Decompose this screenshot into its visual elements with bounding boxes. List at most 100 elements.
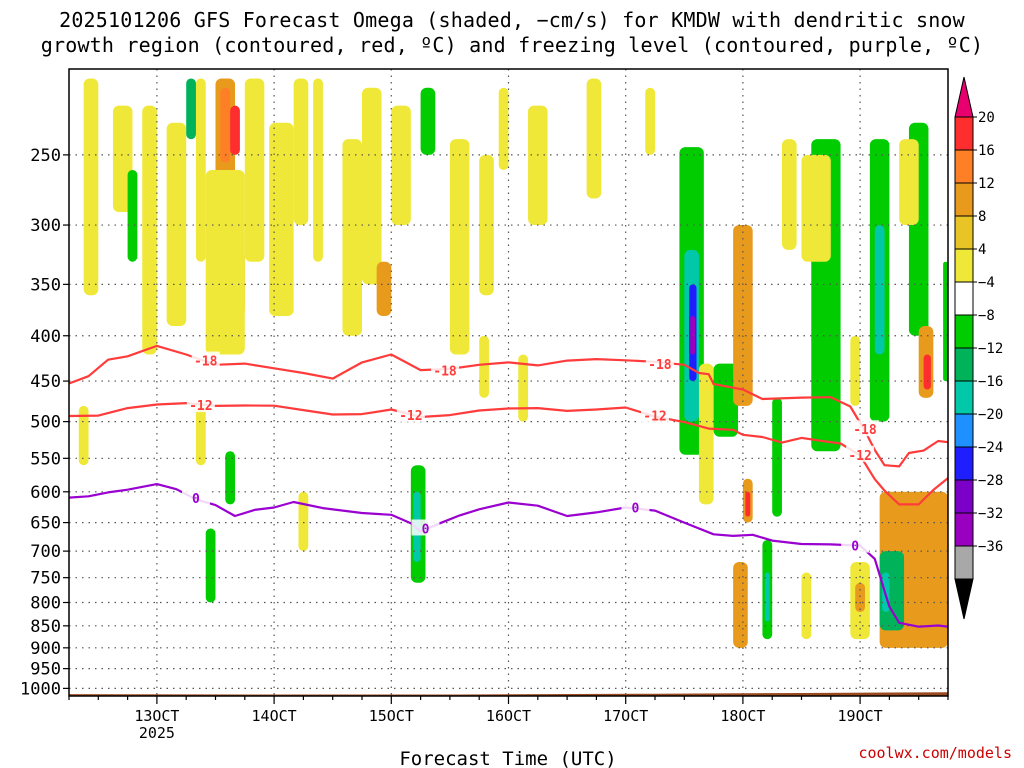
x-tick-label: 17OCT [603, 707, 648, 725]
omega-cell [313, 78, 323, 262]
omega-cell [645, 87, 655, 155]
x-tick-label: 14OCT [252, 707, 297, 725]
colorbar-swatch [954, 446, 974, 481]
colorbar-label: 8 [978, 209, 986, 225]
omega-cell [166, 122, 187, 327]
colorbar-label: 12 [978, 176, 995, 192]
contour-label-bg [850, 420, 879, 437]
y-tick-label: 400 [30, 327, 61, 347]
colorbar-swatch [954, 512, 974, 547]
omega-cell [220, 87, 231, 163]
dendritic-upper-label: -18 [648, 358, 672, 373]
omega-shading [78, 78, 948, 648]
contour-label-bg [191, 351, 220, 368]
omega-cell [850, 335, 861, 406]
omega-cell [195, 78, 206, 262]
x-year-label: 2025 [139, 724, 175, 742]
credit-link[interactable]: coolwx.com/models [858, 744, 1012, 762]
y-tick-label: 650 [30, 514, 61, 534]
dendritic-lower-label: -12 [189, 399, 212, 414]
omega-cell [293, 78, 309, 226]
y-tick-label: 750 [30, 569, 61, 589]
omega-cell [342, 139, 362, 336]
omega-cell [479, 335, 489, 398]
contour-label-bg [846, 445, 875, 462]
colorbar-swatch [954, 182, 974, 217]
dendritic-upper-label: -18 [853, 423, 877, 438]
colorbar-swatch [954, 116, 974, 151]
omega-cell [772, 397, 782, 517]
freezing-level-label: 0 [422, 522, 430, 537]
omega-cell [690, 316, 696, 355]
omega-cell [449, 139, 470, 355]
contour-label-bg [396, 405, 425, 422]
colorbar-swatch [954, 347, 974, 382]
colorbar-swatch [954, 314, 974, 349]
chart-title-line-1: 2025101206 GFS Forecast Omega (shaded, −… [59, 8, 965, 32]
colorbar-label: −36 [978, 539, 1003, 555]
omega-cell [899, 139, 919, 226]
colorbar-label: 20 [978, 110, 995, 126]
omega-cell [943, 261, 948, 382]
omega-cell [874, 225, 885, 355]
omega-cell [205, 528, 216, 603]
omega-cell [362, 87, 382, 285]
colorbar-swatch [954, 380, 974, 415]
omega-cell [733, 561, 748, 648]
x-tick-label: 19OCT [838, 707, 883, 725]
colorbar-arrow-top [954, 76, 974, 118]
omega-cell [479, 154, 494, 296]
omega-cell [391, 105, 411, 226]
colorbar-label: −12 [978, 341, 1003, 357]
contour-label-bg [181, 489, 210, 506]
omega-cell [376, 261, 392, 317]
chart-title-line-2: growth region (contoured, red, ºC) and f… [40, 33, 984, 57]
x-tick-label: 15OCT [369, 707, 414, 725]
x-tick-label: 13OCT [134, 707, 179, 725]
colorbar-label: −28 [978, 473, 1003, 489]
y-tick-label: 600 [30, 483, 61, 503]
omega-cell [498, 87, 509, 170]
colorbar-swatch [954, 479, 974, 514]
colorbar-label: −16 [978, 374, 1003, 390]
omega-cell [745, 491, 751, 517]
contour-label-bg [645, 354, 674, 371]
colorbar-label: −8 [978, 308, 995, 324]
omega-cell [186, 78, 196, 140]
colorbar-label: −32 [978, 506, 1003, 522]
grid-lines [69, 69, 948, 696]
colorbar-swatch [954, 281, 974, 316]
y-tick-label: 850 [30, 617, 61, 637]
ground-fill [69, 692, 948, 696]
freezing-level-label: 0 [632, 502, 640, 517]
omega-cell [698, 363, 714, 505]
y-tick-label: 900 [30, 639, 61, 659]
colorbar-label: −24 [978, 440, 1003, 456]
colorbar-swatch [954, 149, 974, 184]
dendritic-upper-label: -18 [433, 364, 457, 379]
colorbar-swatch [954, 248, 974, 283]
ground-surface [69, 692, 948, 696]
colorbar-arrow-bottom [954, 578, 974, 620]
colorbar: 20 16 12 8 4 −4 −8 −12 −16 −20 −24 −28 −32 −36 [954, 76, 1003, 620]
omega-cell [801, 572, 812, 640]
y-tick-label: 1000 [20, 679, 61, 699]
colorbar-swatch [954, 413, 974, 448]
dendritic-upper-line [69, 344, 948, 468]
colorbar-swatch [954, 545, 974, 580]
omega-cell [298, 491, 309, 552]
contour-label-bg [621, 498, 650, 515]
contour-label-bg [411, 519, 440, 536]
omega-cell [586, 78, 602, 199]
contour-label-bg [186, 396, 215, 413]
omega-cell [269, 122, 294, 317]
x-tick-label: 16OCT [486, 707, 531, 725]
omega-cell [855, 582, 865, 613]
omega-cell [127, 169, 138, 262]
y-tick-label: 300 [30, 216, 61, 236]
y-tick-label: 800 [30, 594, 61, 614]
dendritic-lower-label: -12 [848, 449, 871, 464]
y-tick-label: 450 [30, 372, 61, 392]
